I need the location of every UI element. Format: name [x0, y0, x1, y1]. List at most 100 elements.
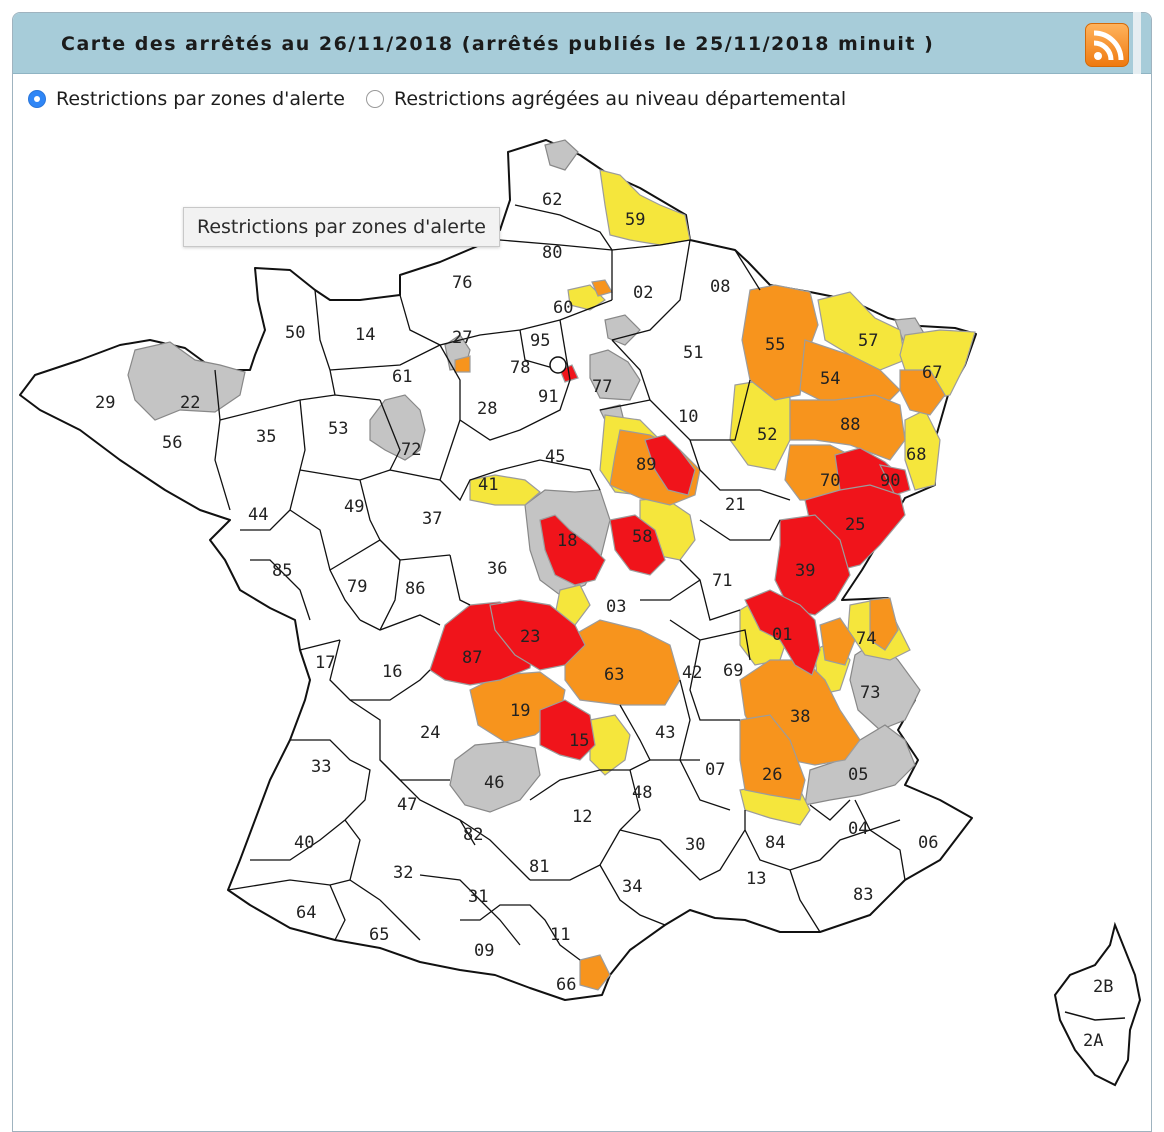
radio-departemental-button[interactable] [366, 90, 384, 108]
radio-departemental[interactable]: Restrictions agrégées au niveau départem… [366, 88, 846, 114]
department-label-80[interactable]: 80 [542, 243, 562, 263]
department-label-06[interactable]: 06 [918, 833, 938, 853]
department-label-11[interactable]: 11 [550, 925, 570, 945]
department-label-45[interactable]: 45 [545, 447, 565, 467]
department-label-28[interactable]: 28 [477, 399, 497, 419]
department-label-25[interactable]: 25 [845, 515, 865, 535]
department-label-08[interactable]: 08 [710, 277, 730, 297]
department-label-85[interactable]: 85 [272, 561, 292, 581]
department-label-91[interactable]: 91 [538, 387, 558, 407]
department-label-69[interactable]: 69 [723, 661, 743, 681]
department-label-54[interactable]: 54 [820, 369, 840, 389]
department-label-10[interactable]: 10 [678, 407, 698, 427]
corsica-border [1064, 1011, 1126, 1021]
department-label-30[interactable]: 30 [685, 835, 705, 855]
department-label-34[interactable]: 34 [622, 877, 642, 897]
department-label-07[interactable]: 07 [705, 760, 725, 780]
department-label-40[interactable]: 40 [294, 833, 314, 853]
department-label-22[interactable]: 22 [180, 393, 200, 413]
department-label-63[interactable]: 63 [604, 665, 624, 685]
department-label-68[interactable]: 68 [906, 445, 926, 465]
department-label-17[interactable]: 17 [315, 653, 335, 673]
department-label-50[interactable]: 50 [285, 323, 305, 343]
department-label-67[interactable]: 67 [922, 363, 942, 383]
department-label-44[interactable]: 44 [248, 505, 268, 525]
department-label-74[interactable]: 74 [856, 629, 876, 649]
department-label-41[interactable]: 41 [478, 475, 498, 495]
department-label-52[interactable]: 52 [757, 425, 777, 445]
department-label-90[interactable]: 90 [880, 471, 900, 491]
department-label-03[interactable]: 03 [606, 597, 626, 617]
department-label-81[interactable]: 81 [529, 857, 549, 877]
department-label-37[interactable]: 37 [422, 509, 442, 529]
department-label-12[interactable]: 12 [572, 807, 592, 827]
department-label-18[interactable]: 18 [557, 531, 577, 551]
department-label-78[interactable]: 78 [510, 358, 530, 378]
department-label-01[interactable]: 01 [772, 625, 792, 645]
department-label-65[interactable]: 65 [369, 925, 389, 945]
department-label-39[interactable]: 39 [795, 561, 815, 581]
department-label-82[interactable]: 82 [463, 825, 483, 845]
department-label-24[interactable]: 24 [420, 723, 440, 743]
department-label-47[interactable]: 47 [397, 795, 417, 815]
department-label-70[interactable]: 70 [820, 471, 840, 491]
department-label-2A[interactable]: 2A [1083, 1031, 1103, 1051]
department-label-02[interactable]: 02 [633, 283, 653, 303]
department-label-2B[interactable]: 2B [1093, 977, 1113, 997]
department-label-05[interactable]: 05 [848, 765, 868, 785]
department-label-55[interactable]: 55 [765, 335, 785, 355]
department-label-04[interactable]: 04 [848, 819, 868, 839]
department-label-31[interactable]: 31 [468, 887, 488, 907]
department-label-43[interactable]: 43 [655, 723, 675, 743]
department-label-89[interactable]: 89 [636, 455, 656, 475]
department-label-19[interactable]: 19 [510, 701, 530, 721]
department-borders [214, 204, 906, 961]
department-label-48[interactable]: 48 [632, 783, 652, 803]
department-label-59[interactable]: 59 [625, 210, 645, 230]
department-label-29[interactable]: 29 [95, 393, 115, 413]
department-label-77[interactable]: 77 [592, 377, 612, 397]
department-label-16[interactable]: 16 [382, 662, 402, 682]
department-label-13[interactable]: 13 [746, 869, 766, 889]
department-label-32[interactable]: 32 [393, 863, 413, 883]
department-label-88[interactable]: 88 [840, 415, 860, 435]
department-label-73[interactable]: 73 [860, 683, 880, 703]
department-label-49[interactable]: 49 [344, 497, 364, 517]
department-label-71[interactable]: 71 [712, 571, 732, 591]
department-label-21[interactable]: 21 [725, 495, 745, 515]
department-label-42[interactable]: 42 [682, 663, 702, 683]
department-label-46[interactable]: 46 [484, 773, 504, 793]
radio-zones-alerte-button[interactable] [28, 90, 46, 108]
department-label-79[interactable]: 79 [347, 577, 367, 597]
department-label-33[interactable]: 33 [311, 757, 331, 777]
department-label-38[interactable]: 38 [790, 707, 810, 727]
department-label-86[interactable]: 86 [405, 579, 425, 599]
rss-feed-icon[interactable] [1085, 23, 1129, 67]
department-label-23[interactable]: 23 [520, 627, 540, 647]
department-label-61[interactable]: 61 [392, 367, 412, 387]
department-label-83[interactable]: 83 [853, 885, 873, 905]
department-label-14[interactable]: 14 [355, 325, 375, 345]
department-label-62[interactable]: 62 [542, 190, 562, 210]
department-label-95[interactable]: 95 [530, 331, 550, 351]
radio-zones-alerte[interactable]: Restrictions par zones d'alerte [28, 88, 345, 114]
department-label-57[interactable]: 57 [858, 331, 878, 351]
alerte-renforcee-zones [454, 279, 946, 991]
department-label-15[interactable]: 15 [569, 731, 589, 751]
department-label-27[interactable]: 27 [452, 328, 472, 348]
department-label-66[interactable]: 66 [556, 975, 576, 995]
department-label-53[interactable]: 53 [328, 419, 348, 439]
department-label-64[interactable]: 64 [296, 903, 316, 923]
department-label-56[interactable]: 56 [162, 433, 182, 453]
department-label-72[interactable]: 72 [401, 440, 421, 460]
department-label-60[interactable]: 60 [553, 298, 573, 318]
department-label-58[interactable]: 58 [632, 527, 652, 547]
department-label-84[interactable]: 84 [765, 833, 785, 853]
department-label-35[interactable]: 35 [256, 427, 276, 447]
department-label-76[interactable]: 76 [452, 273, 472, 293]
department-label-26[interactable]: 26 [762, 765, 782, 785]
department-label-36[interactable]: 36 [487, 559, 507, 579]
department-label-09[interactable]: 09 [474, 941, 494, 961]
department-label-51[interactable]: 51 [683, 343, 703, 363]
department-label-87[interactable]: 87 [462, 648, 482, 668]
